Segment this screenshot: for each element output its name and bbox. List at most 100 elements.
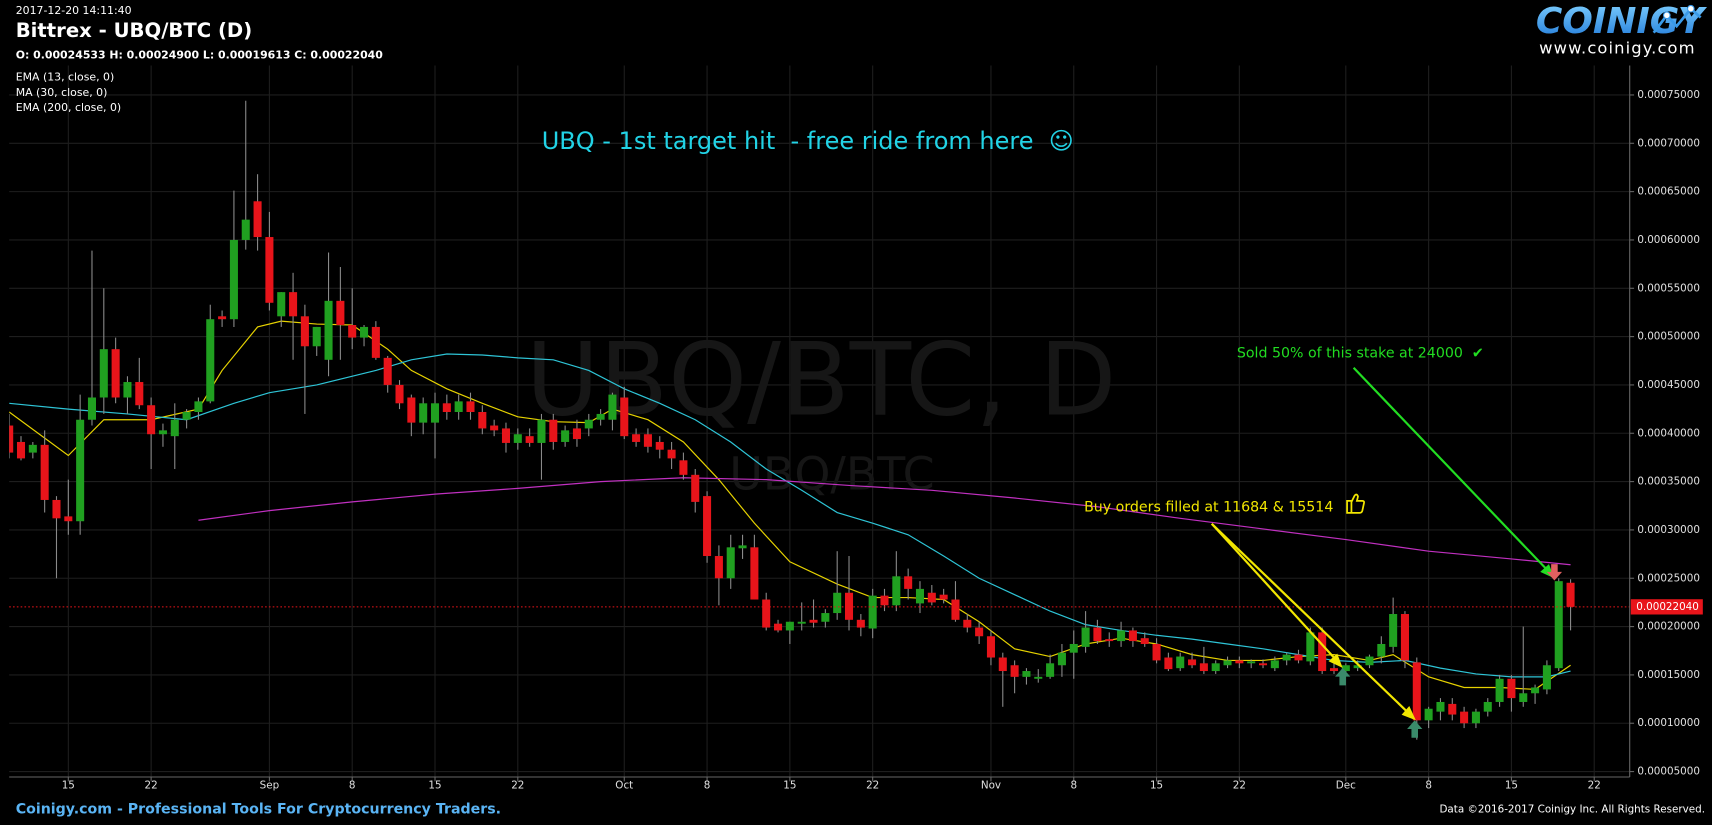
candle-body (1247, 661, 1256, 664)
candle-body (111, 349, 120, 398)
candle-body (28, 444, 37, 453)
candle-body (182, 411, 191, 420)
annotation: Buy orders filled at 11684 & 15514 (1084, 499, 1333, 515)
x-tick-label: 22 (511, 780, 524, 792)
candle-body (490, 425, 499, 431)
candle-body (572, 428, 581, 440)
candle-body (52, 499, 61, 519)
candle-body (667, 449, 676, 459)
candle-body (253, 201, 262, 238)
candle-body (419, 403, 428, 423)
candle-body (1128, 630, 1137, 642)
candle-body (880, 595, 889, 606)
candle-body (158, 430, 167, 435)
candle-body (726, 547, 735, 579)
x-tick-label: Sep (260, 780, 280, 792)
candle-body (1105, 639, 1114, 642)
candle-body (1010, 665, 1019, 677)
x-tick-label: Oct (615, 780, 633, 792)
sell-marker (1546, 564, 1563, 581)
x-tick-label: 22 (145, 780, 158, 792)
candle-body (135, 382, 144, 406)
candle-body (1483, 701, 1492, 712)
x-tick-label: 15 (428, 780, 441, 792)
candle-body (312, 326, 321, 347)
last-price-box (1630, 599, 1703, 615)
footer-right: Data ©2016-2017 Coinigy Inc. All Rights … (1439, 804, 1705, 816)
timestamp: 2017-12-20 14:11:40 (16, 4, 132, 17)
candle-body (64, 516, 73, 522)
y-tick-label: 0.00075000 (1637, 89, 1700, 101)
candle-body (1460, 711, 1469, 724)
candle-body (1519, 693, 1528, 702)
candle-body (1353, 665, 1362, 669)
candle-body (76, 419, 85, 522)
candle-body (1093, 627, 1102, 642)
x-tick-label: Dec (1336, 780, 1356, 792)
candle-body (1448, 703, 1457, 715)
candle-body (868, 595, 877, 629)
x-tick-label: 15 (62, 780, 75, 792)
logo-url: www.coinigy.com (1539, 39, 1696, 58)
candle-body (289, 292, 298, 317)
candle-body (265, 237, 274, 303)
candle-body (324, 300, 333, 360)
candle-body (1294, 654, 1303, 661)
candle-body (1188, 659, 1197, 666)
candle-body (643, 434, 652, 447)
candle-body (218, 316, 227, 320)
candle-body (1081, 627, 1090, 647)
candle-body (1034, 676, 1043, 679)
candle-body (371, 326, 380, 358)
x-tick-label: 22 (866, 780, 879, 792)
axes: 0.00005000 0.00010000 0.00015000 0.00020000… (62, 89, 1700, 792)
candle-body (360, 326, 369, 338)
candle-body (1117, 630, 1126, 642)
x-tick-label: 22 (1588, 780, 1601, 792)
candle-body (1235, 660, 1244, 664)
indicator-label: EMA (200, close, 0) (16, 101, 121, 114)
y-tick-label: 0.00045000 (1637, 379, 1700, 391)
candle-body (1377, 643, 1386, 657)
candle-body (1389, 614, 1398, 647)
candle-body (40, 444, 49, 500)
candle-body (703, 496, 712, 557)
candle-body (856, 619, 865, 628)
y-tick-label: 0.00060000 (1637, 234, 1700, 246)
candle-body (986, 636, 995, 658)
candle-body (1436, 701, 1445, 712)
indicator-label: EMA (13, close, 0) (16, 70, 115, 83)
candle-body (1223, 660, 1232, 666)
candle-body (1424, 708, 1433, 721)
indicator-label: MA (30, close, 0) (16, 86, 108, 99)
y-tick-label: 0.00035000 (1637, 476, 1700, 488)
candle-body (229, 239, 238, 320)
candle-body (478, 411, 487, 429)
candle-body (537, 419, 546, 443)
candle-body (1412, 662, 1421, 721)
logo-icon (1652, 6, 1702, 34)
candle-body (1211, 663, 1220, 672)
candle-body (785, 621, 794, 631)
candle-body (501, 428, 511, 443)
candle-body (194, 401, 203, 412)
candle-body (608, 394, 617, 420)
y-tick-label: 0.00055000 (1637, 282, 1700, 294)
candle-body (336, 300, 345, 326)
candle-body (1069, 643, 1078, 653)
candle-body (584, 419, 593, 429)
candle-body (774, 623, 783, 631)
last-price: 0.00022040 (9, 599, 1703, 615)
arrow (1352, 367, 1551, 574)
candle-body (1329, 668, 1339, 672)
footer-left: Coinigy.com - Professional Tools For Cry… (16, 802, 501, 818)
candle-body (892, 576, 901, 606)
arrow-head (1328, 653, 1343, 668)
candle-body (797, 621, 806, 624)
candle-body (241, 219, 250, 240)
x-tick-label: 8 (349, 780, 356, 792)
candle-body (1365, 656, 1374, 666)
candle-body (9, 425, 14, 453)
candle-body (1507, 678, 1516, 699)
